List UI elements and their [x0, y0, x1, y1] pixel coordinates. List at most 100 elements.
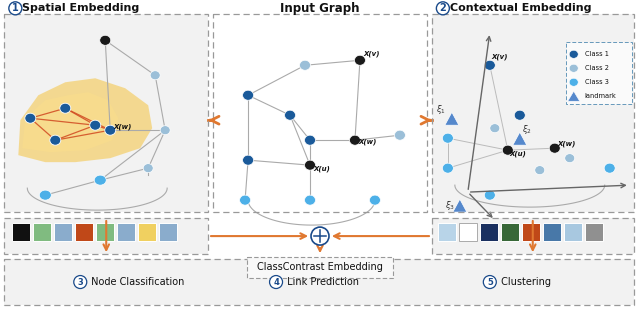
Ellipse shape — [436, 2, 449, 15]
Bar — [4, 218, 208, 254]
Bar — [432, 218, 634, 254]
Ellipse shape — [160, 126, 170, 135]
Polygon shape — [445, 112, 459, 125]
Ellipse shape — [442, 133, 453, 143]
Bar — [522, 223, 540, 241]
Text: X(w): X(w) — [358, 138, 376, 145]
Bar — [432, 218, 634, 254]
Polygon shape — [453, 199, 467, 212]
Ellipse shape — [305, 160, 316, 170]
Polygon shape — [568, 91, 580, 101]
Polygon shape — [19, 78, 152, 162]
Bar — [432, 14, 634, 212]
Ellipse shape — [394, 130, 405, 140]
FancyBboxPatch shape — [566, 42, 632, 104]
Text: X(w): X(w) — [557, 140, 576, 147]
Bar — [543, 223, 561, 241]
Ellipse shape — [569, 64, 578, 72]
Text: 1: 1 — [12, 3, 19, 13]
Text: $\xi_2$: $\xi_2$ — [522, 123, 532, 136]
Text: Clustering: Clustering — [498, 277, 551, 287]
Polygon shape — [513, 132, 527, 145]
Ellipse shape — [90, 120, 100, 130]
Text: Input Graph: Input Graph — [280, 2, 360, 15]
Ellipse shape — [604, 163, 615, 173]
Bar — [4, 14, 208, 212]
Ellipse shape — [535, 166, 545, 175]
Ellipse shape — [484, 190, 495, 200]
Ellipse shape — [305, 195, 316, 205]
Ellipse shape — [285, 110, 296, 120]
Bar — [54, 223, 72, 241]
Ellipse shape — [150, 71, 160, 80]
Ellipse shape — [502, 145, 513, 155]
Bar — [4, 259, 634, 305]
Bar — [4, 218, 208, 254]
Ellipse shape — [369, 195, 380, 205]
Ellipse shape — [39, 190, 51, 200]
Bar — [459, 223, 477, 241]
Text: $\xi_1$: $\xi_1$ — [436, 103, 445, 116]
Text: Contextual Embedding: Contextual Embedding — [450, 3, 591, 13]
Text: X(w): X(w) — [113, 123, 132, 130]
Ellipse shape — [305, 135, 316, 145]
Bar — [33, 223, 51, 241]
Bar — [213, 14, 427, 212]
Ellipse shape — [483, 276, 496, 289]
Ellipse shape — [569, 78, 578, 86]
Bar — [4, 259, 634, 305]
Bar — [159, 223, 177, 241]
Text: X(v): X(v) — [363, 50, 380, 57]
Bar — [76, 223, 93, 241]
Ellipse shape — [25, 113, 36, 123]
Text: Spatial Embedding: Spatial Embedding — [22, 3, 140, 13]
Ellipse shape — [300, 60, 310, 70]
Ellipse shape — [442, 163, 453, 173]
Bar — [432, 14, 634, 212]
Bar — [12, 223, 30, 241]
Ellipse shape — [515, 110, 525, 120]
Bar — [138, 223, 156, 241]
Bar — [480, 223, 498, 241]
Text: Node Classification: Node Classification — [88, 277, 184, 287]
Ellipse shape — [9, 2, 22, 15]
Ellipse shape — [239, 195, 251, 205]
Ellipse shape — [74, 276, 87, 289]
Ellipse shape — [569, 50, 578, 58]
Text: X(v): X(v) — [492, 53, 508, 60]
Bar — [501, 223, 519, 241]
Text: Class 2: Class 2 — [585, 65, 609, 71]
Ellipse shape — [143, 164, 153, 173]
Ellipse shape — [269, 276, 282, 289]
Ellipse shape — [94, 175, 106, 185]
Ellipse shape — [105, 125, 116, 135]
Text: Class 3: Class 3 — [585, 79, 609, 85]
Ellipse shape — [355, 55, 365, 65]
Text: 3: 3 — [77, 277, 83, 286]
Bar — [438, 223, 456, 241]
Bar — [4, 14, 208, 212]
FancyBboxPatch shape — [246, 256, 394, 277]
Polygon shape — [22, 92, 118, 152]
Ellipse shape — [484, 60, 495, 70]
Ellipse shape — [349, 135, 360, 145]
Bar — [117, 223, 135, 241]
Bar — [585, 223, 603, 241]
Text: Class 1: Class 1 — [585, 51, 609, 57]
Ellipse shape — [100, 35, 111, 45]
Ellipse shape — [490, 124, 500, 133]
Text: 2: 2 — [440, 3, 446, 13]
Ellipse shape — [311, 227, 329, 245]
Ellipse shape — [549, 143, 560, 153]
Ellipse shape — [243, 90, 253, 100]
Text: $\xi_3$: $\xi_3$ — [445, 199, 455, 212]
Text: X(u): X(u) — [313, 165, 330, 172]
Ellipse shape — [60, 103, 71, 113]
Text: 4: 4 — [273, 277, 279, 286]
Ellipse shape — [50, 135, 61, 145]
Text: landmark: landmark — [585, 93, 616, 99]
Text: 5: 5 — [487, 277, 493, 286]
Bar — [564, 223, 582, 241]
Ellipse shape — [564, 154, 575, 163]
Text: ClassContrast Embedding: ClassContrast Embedding — [257, 262, 383, 272]
